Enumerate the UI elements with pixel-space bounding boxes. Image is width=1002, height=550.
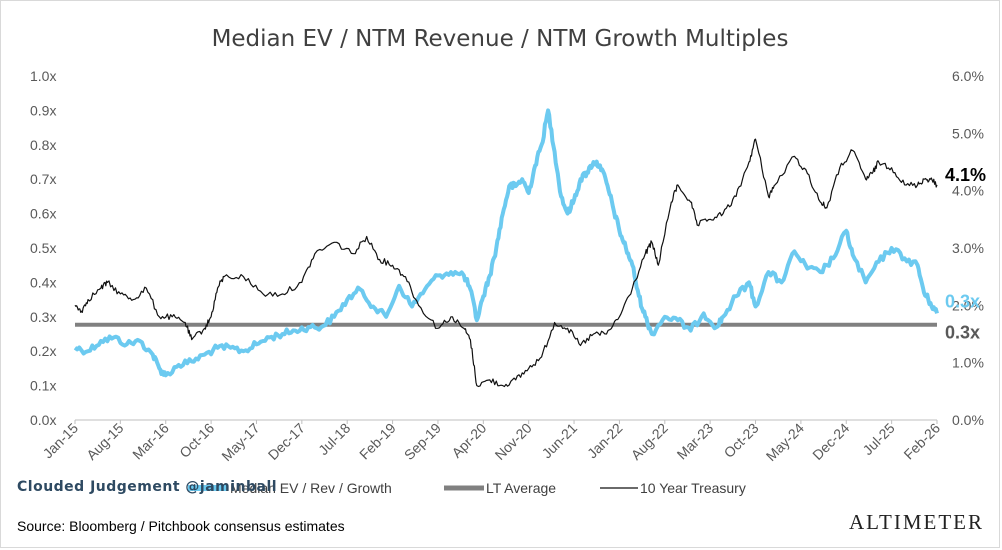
series-layer [73, 108, 939, 388]
x-tick-label: Jan-22 [584, 420, 626, 462]
right-tick-label: 2.0% [952, 297, 984, 313]
end-labels: 4.1% 0.3x 0.3x [945, 165, 986, 343]
series-10y-treasury-line [74, 138, 938, 388]
x-tick-label: Oct-23 [721, 420, 762, 461]
x-tick-label: Aug-22 [628, 420, 671, 463]
x-tick-label: Mar-16 [129, 420, 172, 463]
left-tick-label: 0.6x [30, 206, 56, 222]
left-tick-label: 0.9x [30, 102, 56, 118]
x-tick-label: Nov-20 [492, 420, 535, 463]
legend-label: LT Average [486, 480, 556, 496]
right-tick-label: 0.0% [952, 412, 984, 428]
x-tick-label: Aug-15 [83, 420, 126, 463]
brand-text: Clouded Judgement @jaminball [17, 479, 278, 495]
x-tick-label: Jul-18 [315, 420, 353, 458]
right-tick-label: 4.0% [952, 183, 984, 199]
left-tick-label: 0.7x [30, 171, 56, 187]
end-label: 4.1% [945, 165, 986, 185]
right-tick-label: 1.0% [952, 355, 984, 371]
legend-label: 10 Year Treasury [640, 480, 746, 496]
series-median-ev-line [73, 108, 939, 378]
end-label: 0.3x [945, 323, 980, 343]
x-tick-label: Dec-24 [809, 420, 852, 463]
left-axis-ticks: 0.0x 0.1x 0.2x 0.3x 0.4x 0.5x 0.6x 0.7x 0.8x 0.9x… [30, 68, 56, 428]
x-tick-label: Feb-19 [356, 420, 399, 463]
x-tick-label: May-17 [218, 420, 262, 464]
left-tick-label: 0.0x [30, 412, 56, 428]
x-tick-label: Jul-25 [859, 420, 897, 458]
left-tick-label: 1.0x [30, 68, 56, 84]
left-tick-label: 0.2x [30, 343, 56, 359]
end-label: 0.3x [945, 291, 980, 311]
left-tick-label: 0.3x [30, 309, 56, 325]
source-note: Source: Bloomberg / Pitchbook consensus … [17, 518, 345, 534]
x-tick-label: Oct-16 [176, 420, 217, 461]
x-tick-label: Jun-21 [539, 420, 581, 462]
legend-label: Median EV / Rev / Growth [230, 480, 392, 496]
x-tick-label: Dec-17 [265, 420, 308, 463]
altimeter-logo: ALTIMETER [848, 510, 984, 534]
x-tick-label: May-24 [763, 420, 807, 464]
right-tick-label: 6.0% [952, 68, 984, 84]
right-axis-ticks: 0.0% 1.0% 2.0% 3.0% 4.0% 5.0% 6.0% [952, 68, 984, 428]
x-tick-label: Sep-19 [401, 420, 444, 463]
left-tick-label: 0.4x [30, 274, 56, 290]
x-axis-ticks: Jan-15 Aug-15 Mar-16 Oct-16 May-17 Dec-17 Jul-… [40, 420, 944, 464]
left-tick-label: 0.8x [30, 137, 56, 153]
right-tick-label: 3.0% [952, 240, 984, 256]
x-tick-label: Feb-26 [900, 420, 943, 463]
legend: Median EV / Rev / Growth LT Average 10 Yea… [188, 480, 746, 496]
x-tick-label: Mar-23 [674, 420, 717, 463]
chart-title: Median EV / NTM Revenue / NTM Growth Mul… [212, 26, 789, 52]
right-tick-label: 5.0% [952, 125, 984, 141]
x-tick-label: Apr-20 [448, 420, 489, 461]
left-tick-label: 0.1x [30, 378, 56, 394]
left-tick-label: 0.5x [30, 240, 56, 256]
